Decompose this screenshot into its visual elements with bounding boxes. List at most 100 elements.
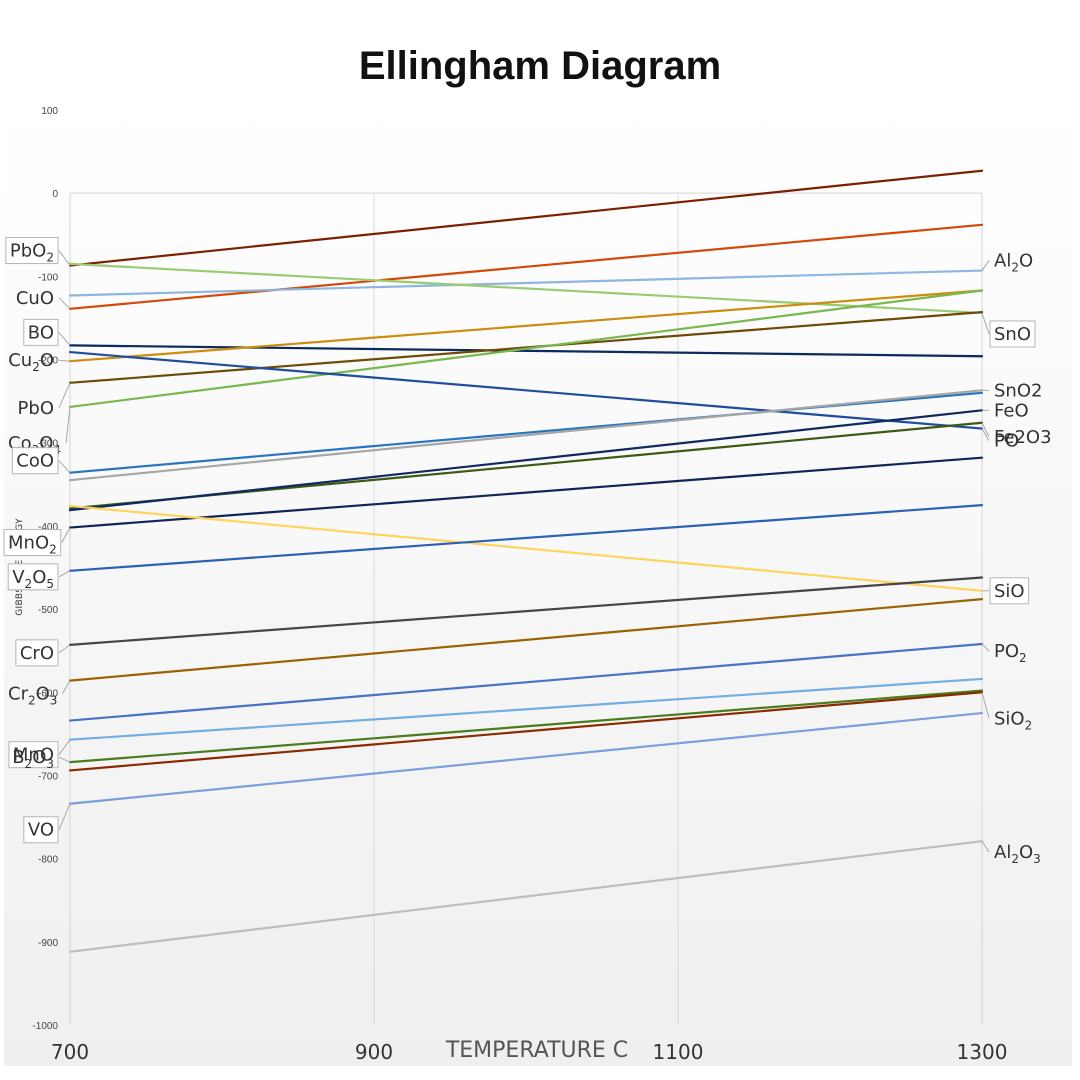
chart-title: Ellingham Diagram xyxy=(358,44,722,88)
series-line-mno xyxy=(68,677,984,741)
series-label-text: PO xyxy=(994,431,1019,452)
label-leader xyxy=(58,803,71,830)
label-leader xyxy=(65,406,71,444)
label-leader xyxy=(58,756,71,763)
label-leader xyxy=(58,739,71,755)
series-line-pbo xyxy=(68,311,984,384)
series-line-feo xyxy=(68,409,984,512)
label-leader xyxy=(61,527,71,543)
y-tick-label: -200 xyxy=(38,356,58,367)
series-label-text: Al2O3 xyxy=(994,842,1041,866)
label-leader xyxy=(981,422,990,437)
series-label-text: CoO xyxy=(16,451,54,472)
series-line-sio xyxy=(68,504,984,592)
label-box xyxy=(3,529,62,557)
label-leader xyxy=(58,250,71,266)
x-tick-label: 700 xyxy=(51,1040,89,1064)
series-line-al2o3 xyxy=(68,840,984,953)
label-box xyxy=(11,447,59,475)
series-label-sno: SnO xyxy=(981,312,1036,348)
y-tick-label: 100 xyxy=(41,106,58,117)
x-tick-label: 1300 xyxy=(957,1040,1008,1064)
series-line-sno2 xyxy=(68,389,984,482)
y-tick-label: -400 xyxy=(38,522,58,533)
series-label-sio2: SiO2 xyxy=(981,692,1032,732)
series-line-vo xyxy=(68,711,984,805)
label-leader xyxy=(981,260,990,271)
y-tick-label: -300 xyxy=(38,439,58,450)
series-label-coo: CoO xyxy=(11,447,71,475)
series-label-mno: MnO xyxy=(8,739,71,769)
series-label-text: Fe2O3 xyxy=(994,427,1052,448)
series-label-vo: VO xyxy=(23,803,71,844)
series-label-po2: PO2 xyxy=(981,641,1027,665)
series-label-text: PO2 xyxy=(994,641,1027,665)
y-tick-label: -500 xyxy=(38,605,58,616)
x-tick-label: 1100 xyxy=(653,1040,704,1064)
series-label-text: PbO xyxy=(18,398,54,419)
y-tick-label: -100 xyxy=(38,272,58,283)
series-label-text: CrO xyxy=(20,643,54,664)
label-leader xyxy=(981,692,990,719)
series-label-b2o3: B2O3 xyxy=(12,747,71,771)
series-label-feo: FeO xyxy=(982,400,1029,421)
y-tick-label: 0 xyxy=(52,189,58,200)
label-leader xyxy=(58,460,71,474)
series-line-bo xyxy=(68,344,984,358)
series-line-sio2 xyxy=(68,691,984,772)
series-label-text: SnO xyxy=(994,324,1031,345)
series-line-cuo xyxy=(68,223,984,310)
label-box xyxy=(5,237,59,265)
label-leader xyxy=(58,570,71,578)
y-tick-label: -700 xyxy=(38,771,58,782)
label-leader xyxy=(58,382,71,409)
series-line-pbo2 xyxy=(68,169,984,267)
series-label-cro: CrO xyxy=(15,639,71,667)
series-label-po: PO xyxy=(981,428,1019,452)
series-label-fe2o3: Fe2O3 xyxy=(981,422,1052,448)
series-label-text: MnO2 xyxy=(8,533,57,557)
series-line-b2o3 xyxy=(68,689,984,764)
series-line-al2o xyxy=(68,269,984,297)
y-tick-label: -600 xyxy=(38,688,58,699)
series-label-al2o3: Al2O3 xyxy=(981,840,1041,866)
series-label-text: Cu2O xyxy=(8,350,54,374)
label-leader xyxy=(58,644,71,654)
y-tick-label: -1000 xyxy=(32,1021,58,1032)
series-label-text: Al2O xyxy=(994,251,1033,275)
series-label-text: B2O3 xyxy=(12,747,54,771)
label-leader xyxy=(58,332,71,346)
series-label-text: SiO xyxy=(994,581,1025,602)
series-label-text: VO xyxy=(28,820,54,841)
label-box xyxy=(7,563,59,591)
series-label-text: FeO xyxy=(994,400,1029,421)
series-label-text: SiO2 xyxy=(994,708,1032,732)
series-label-sio: SiO xyxy=(982,577,1030,605)
label-leader xyxy=(58,359,71,362)
series-label-text: PbO2 xyxy=(10,241,54,265)
series-line-po xyxy=(68,350,984,430)
series-label-text: Cr2O3 xyxy=(8,684,57,708)
series-label-v2o5: V2O5 xyxy=(7,563,71,591)
label-leader xyxy=(981,428,990,441)
series-label-bo: BO xyxy=(23,318,71,346)
series-line-co3o4 xyxy=(68,289,984,409)
series-label-text: CuO xyxy=(16,288,54,309)
series-line-cro xyxy=(68,576,984,646)
series-line-cr2o3 xyxy=(68,598,984,682)
series-label-cr2o3: Cr2O3 xyxy=(8,680,71,708)
x-tick-label: 900 xyxy=(355,1040,393,1064)
series-label-text: SnO2 xyxy=(994,380,1042,401)
series-label-cu2o: Cu2O xyxy=(8,350,71,374)
label-box xyxy=(23,816,59,844)
series-label-text: BO xyxy=(28,322,54,343)
label-box xyxy=(23,318,59,346)
series-label-al2o: Al2O xyxy=(981,251,1033,275)
label-leader xyxy=(61,680,71,694)
label-box xyxy=(15,639,59,667)
label-box xyxy=(989,577,1030,605)
series-label-pbo: PbO xyxy=(18,382,71,419)
label-leader xyxy=(981,840,990,853)
series-line-mno2 xyxy=(68,456,984,529)
